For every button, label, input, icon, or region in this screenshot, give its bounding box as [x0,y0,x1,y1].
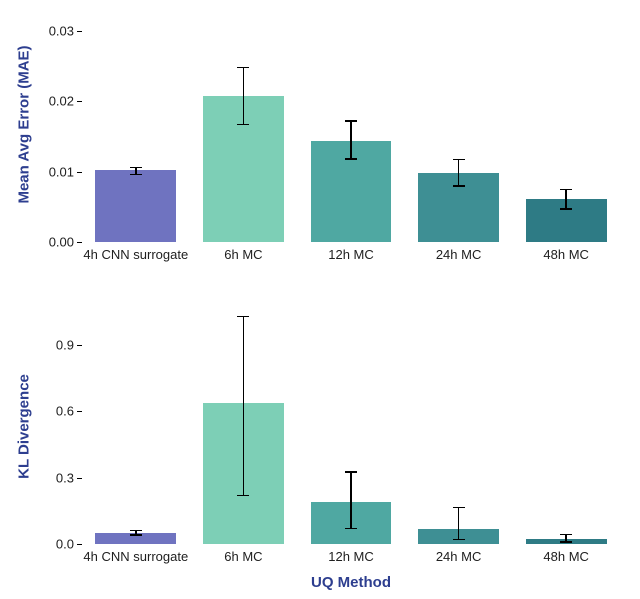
x-tick-label: 12h MC [328,247,374,262]
error-bar-cap [560,208,572,210]
x-tick-label: 4h CNN surrogate [83,549,188,564]
error-bar-cap [237,67,249,69]
error-bar-cap [560,189,572,191]
x-tick-label: 4h CNN surrogate [83,247,188,262]
x-tick-label: 6h MC [224,247,262,262]
error-bar-line [458,508,460,540]
y-tick-mark [77,242,82,243]
y-tick-mark [77,478,82,479]
y-tick-label: 0.03 [24,24,74,39]
y-tick-label: 0.00 [24,235,74,250]
y-tick-label: 0.0 [24,537,74,552]
figure-root: Mean Avg Error (MAE)0.00 0.01 0.02 0.03 4h C… [0,0,640,599]
error-bar-cap [237,495,249,497]
error-bar-cap [237,316,249,318]
plot-area [82,10,620,242]
x-axis-label: UQ Method [82,574,620,591]
x-tick-label: 12h MC [328,549,374,564]
y-tick-mark [77,31,82,32]
y-tick-label: 0.01 [24,164,74,179]
error-bar-cap [130,534,142,536]
error-bar-cap [560,541,572,543]
error-bar-cap [345,471,357,473]
x-tick-label: 24h MC [436,549,482,564]
error-bar-line [350,472,352,528]
y-tick-mark [77,172,82,173]
error-bar-cap [345,528,357,530]
error-bar-line [243,68,245,125]
y-tick-label: 0.9 [24,338,74,353]
error-bar-line [565,189,567,209]
error-bar-line [458,160,460,186]
error-bar-cap [453,539,465,541]
y-tick-mark [77,345,82,346]
error-bar-cap [453,507,465,509]
y-tick-mark [77,101,82,102]
error-bar-cap [130,167,142,169]
plot-area [82,312,620,544]
y-tick-mark [77,411,82,412]
x-tick-label: 6h MC [224,549,262,564]
panel-mae: Mean Avg Error (MAE)0.000.010.020.034h C… [0,10,640,242]
x-tick-label: 24h MC [436,247,482,262]
error-bar-line [350,121,352,159]
bar [95,170,176,242]
error-bar-cap [345,120,357,122]
y-axis-label: Mean Avg Error (MAE) [16,9,33,241]
y-tick-label: 0.02 [24,94,74,109]
panel-kl: KL Divergence0.00.30.60.94h CNN surrogat… [0,312,640,544]
error-bar-cap [453,185,465,187]
error-bar-cap [345,158,357,160]
y-tick-mark [77,544,82,545]
y-tick-label: 0.3 [24,470,74,485]
error-bar-cap [453,159,465,161]
x-tick-label: 48h MC [543,247,589,262]
error-bar-cap [130,174,142,176]
error-bar-cap [237,124,249,126]
error-bar-line [243,316,245,495]
x-tick-label: 48h MC [543,549,589,564]
error-bar-cap [130,530,142,532]
y-tick-label: 0.6 [24,404,74,419]
error-bar-cap [560,534,572,536]
